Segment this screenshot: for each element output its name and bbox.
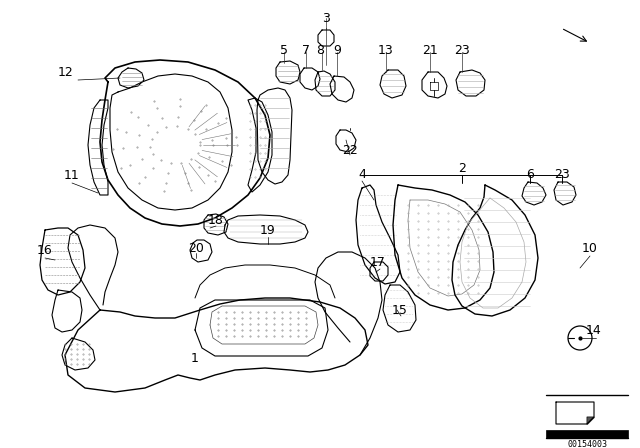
Text: 21: 21 — [422, 43, 438, 56]
Text: 16: 16 — [37, 244, 53, 257]
Text: 19: 19 — [260, 224, 276, 237]
Text: 7: 7 — [302, 43, 310, 56]
Text: 00154003: 00154003 — [567, 440, 607, 448]
Text: 8: 8 — [316, 43, 324, 56]
Text: 2: 2 — [458, 161, 466, 175]
Text: 1: 1 — [191, 352, 199, 365]
Text: 6: 6 — [526, 168, 534, 181]
Text: 20: 20 — [188, 241, 204, 254]
Text: 22: 22 — [342, 143, 358, 156]
Polygon shape — [587, 417, 594, 424]
Text: 5: 5 — [280, 43, 288, 56]
Text: 13: 13 — [378, 43, 394, 56]
Polygon shape — [546, 430, 628, 438]
Text: 17: 17 — [370, 257, 386, 270]
Text: 11: 11 — [64, 168, 80, 181]
Text: 9: 9 — [333, 43, 341, 56]
Text: 10: 10 — [582, 241, 598, 254]
Text: 18: 18 — [208, 214, 224, 227]
Text: 12: 12 — [58, 65, 74, 78]
Text: 14: 14 — [586, 323, 602, 336]
Text: 3: 3 — [322, 12, 330, 25]
Text: 15: 15 — [392, 303, 408, 316]
Text: 4: 4 — [358, 168, 366, 181]
Text: 23: 23 — [554, 168, 570, 181]
Text: 23: 23 — [454, 43, 470, 56]
